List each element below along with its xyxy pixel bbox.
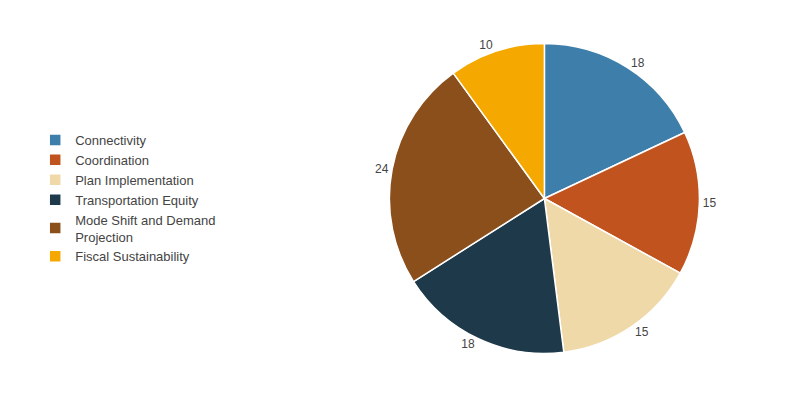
svg-text:Fiscal Sustainability: Fiscal Sustainability (75, 249, 190, 264)
svg-text:24: 24 (375, 162, 389, 176)
svg-text:15: 15 (635, 325, 649, 339)
svg-text:Transportation Equity: Transportation Equity (75, 193, 199, 208)
svg-text:10: 10 (479, 38, 493, 52)
svg-text:Mode Shift and DemandProjectio: Mode Shift and DemandProjection (75, 213, 215, 245)
svg-text:18: 18 (461, 337, 475, 351)
svg-text:Connectivity: Connectivity (75, 133, 146, 148)
svg-text:Coordination: Coordination (75, 153, 149, 168)
svg-text:18: 18 (631, 56, 645, 70)
svg-text:Plan Implementation: Plan Implementation (75, 173, 194, 188)
svg-text:15: 15 (703, 196, 717, 210)
